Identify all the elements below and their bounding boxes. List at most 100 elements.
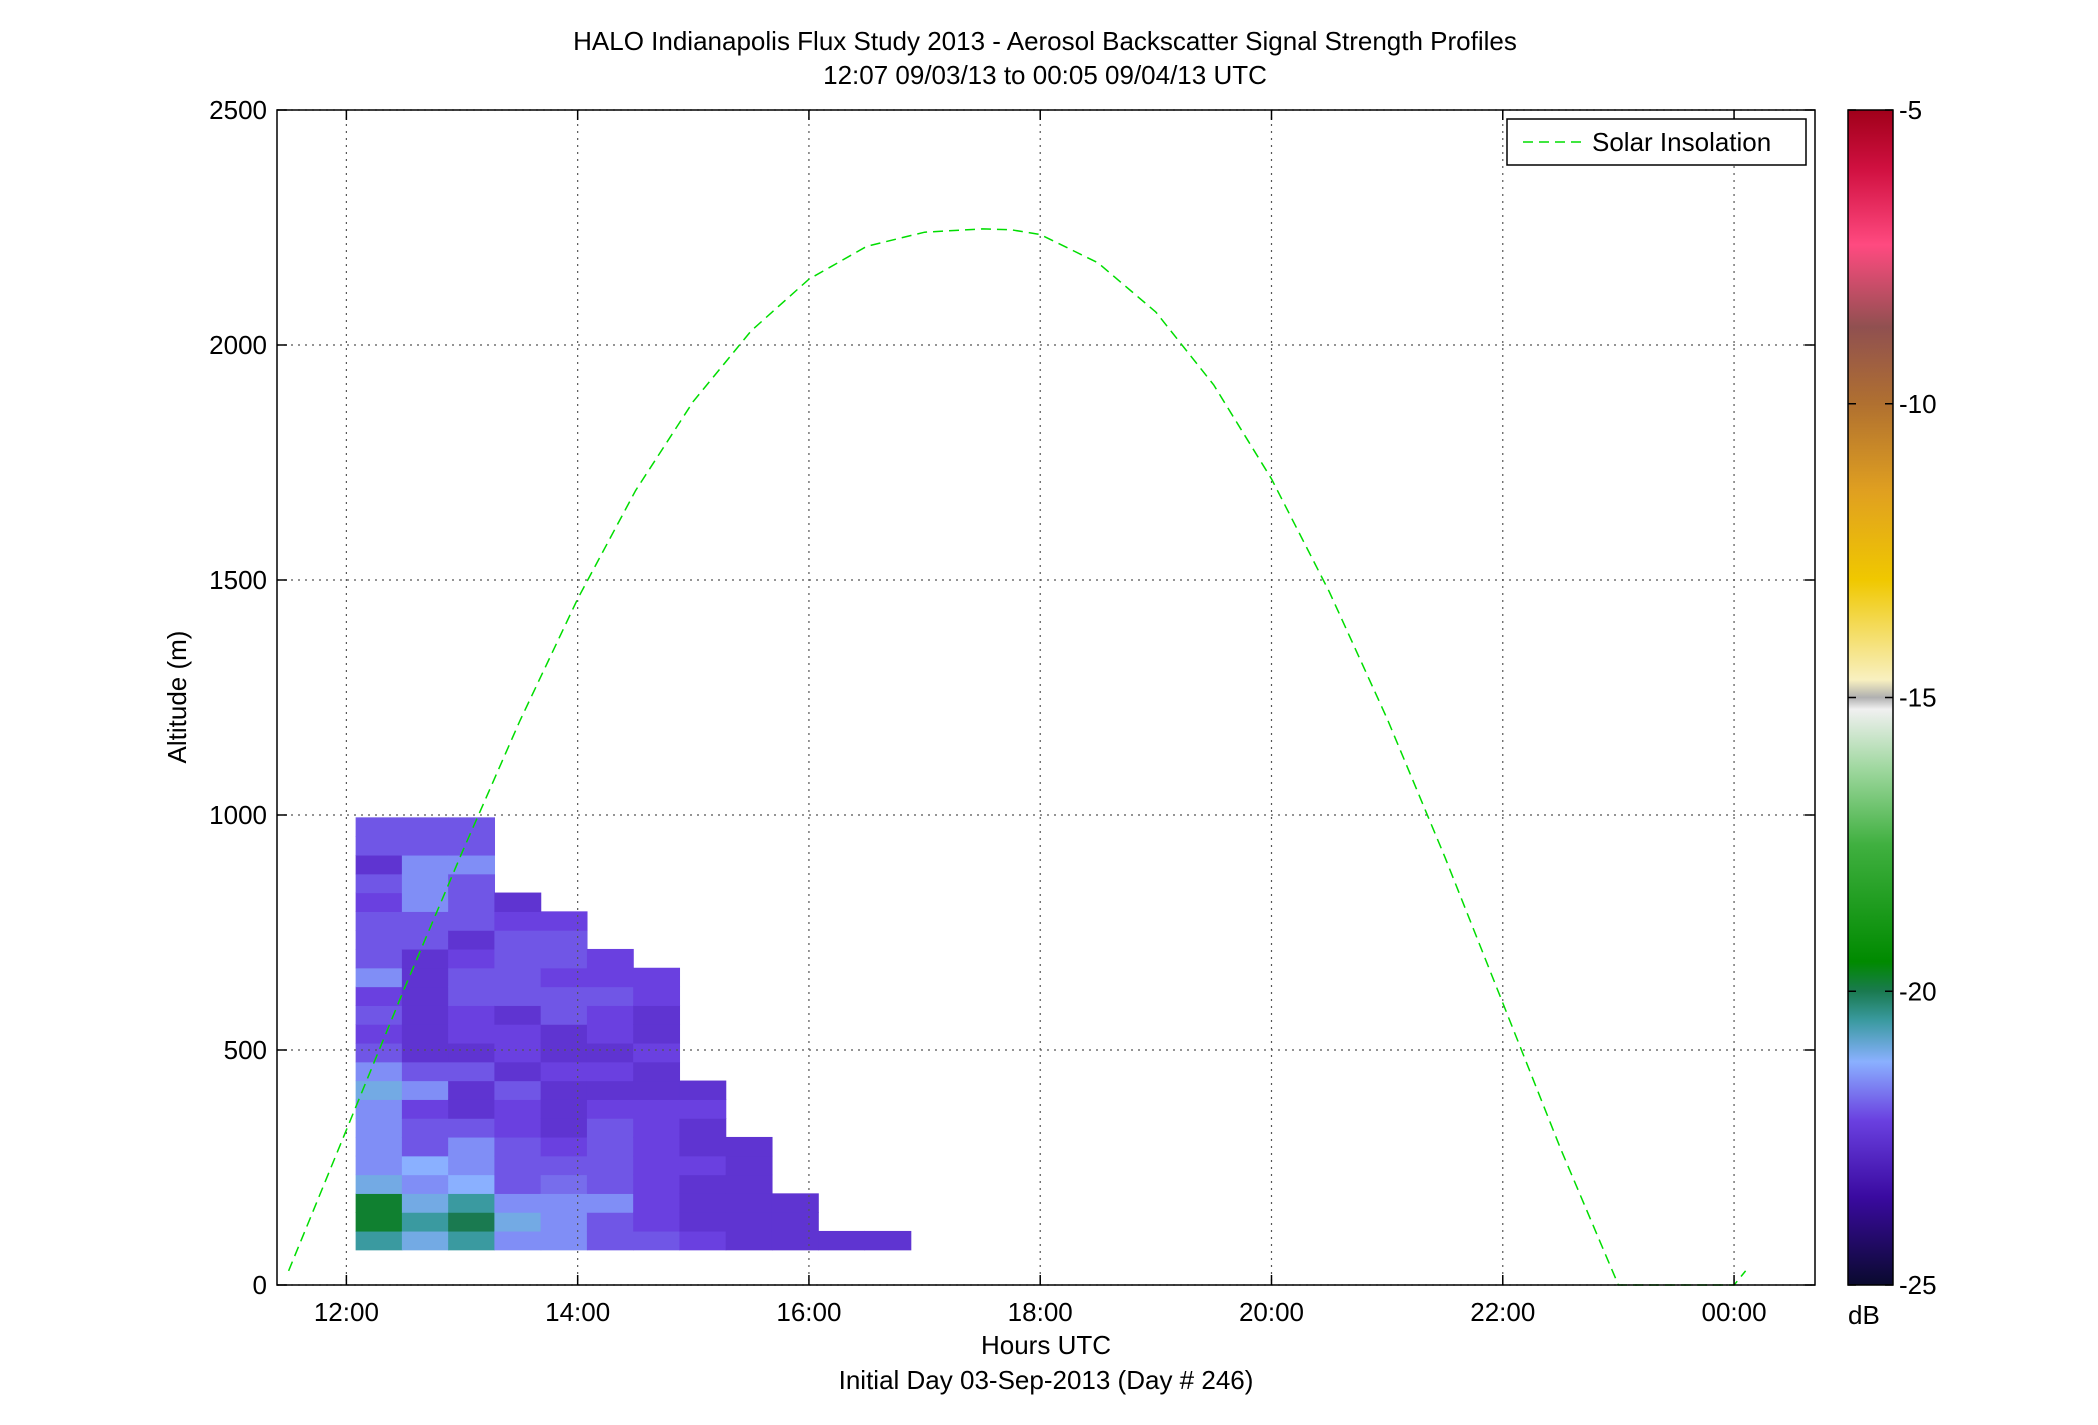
heatmap-cell	[494, 1005, 542, 1025]
heatmap-cell	[633, 1230, 681, 1251]
y-axis-label: Altitude (m)	[162, 631, 192, 764]
heatmap-cell	[401, 1118, 449, 1138]
heatmap-cell	[540, 986, 588, 1006]
heatmap-cell	[494, 986, 542, 1006]
heatmap-cell	[355, 854, 403, 875]
heatmap-cell	[540, 1155, 588, 1176]
heatmap-cell	[494, 967, 542, 988]
heatmap-cell	[401, 1193, 449, 1213]
heatmap-cell	[586, 1193, 634, 1213]
x-tick-label: 16:00	[776, 1297, 841, 1327]
heatmap-cell	[679, 1193, 727, 1213]
heatmap-cell	[494, 911, 542, 931]
heatmap-cell	[633, 1174, 681, 1194]
heatmap-cell	[586, 1136, 634, 1157]
colorbar-tick-label: -15	[1899, 683, 1937, 713]
heatmap-cell	[355, 1230, 403, 1251]
heatmap-cell	[586, 1080, 634, 1100]
heatmap-cell	[401, 1212, 449, 1232]
heatmap-cell	[494, 1136, 542, 1157]
heatmap-cell	[494, 1193, 542, 1213]
heatmap-cell	[586, 1230, 634, 1251]
x-axis: 12:00 14:00 16:00 18:00 20:00 22:00 00:00	[314, 110, 1767, 1327]
y-tick-label: 1500	[209, 565, 267, 595]
heatmap-cell	[448, 1230, 496, 1251]
heatmap-cell	[401, 1042, 449, 1063]
y-tick-label: 0	[253, 1270, 267, 1300]
heatmap-cell	[818, 1230, 866, 1251]
heatmap-cell	[586, 1155, 634, 1176]
heatmap-cell	[679, 1099, 727, 1119]
heatmap-cell	[355, 1080, 403, 1100]
legend: Solar Insolation	[1506, 118, 1807, 166]
x-tick-label: 20:00	[1239, 1297, 1304, 1327]
heatmap-cell	[401, 817, 449, 837]
heatmap-cell	[540, 1061, 588, 1082]
y-tick-label: 500	[224, 1035, 267, 1065]
heatmap-cell	[494, 1061, 542, 1082]
heatmap-cell	[401, 854, 449, 875]
plot-frame	[276, 109, 1816, 1286]
heatmap-cell	[586, 1042, 634, 1063]
heatmap-cell	[494, 1174, 542, 1194]
heatmap-cell	[540, 1024, 588, 1044]
heatmap-cell	[633, 1005, 681, 1025]
heatmap-cell	[586, 1024, 634, 1044]
heatmap-cell	[586, 1212, 634, 1232]
x-tick-label: 00:00	[1702, 1297, 1767, 1327]
heatmap-cell	[355, 1212, 403, 1232]
heatmap-cell	[633, 1061, 681, 1082]
heatmap-cell	[401, 1174, 449, 1194]
colorbar-unit-label: dB	[1848, 1300, 1880, 1330]
y-tick-label: 2000	[209, 330, 267, 360]
heatmap-cell	[401, 911, 449, 931]
heatmap-cell	[633, 986, 681, 1006]
colorbar: -5 -10 -15 -20 -25 dB	[1847, 95, 1937, 1330]
heatmap-cell	[864, 1230, 912, 1251]
heatmap-cell	[448, 1155, 496, 1176]
heatmap-cell	[494, 1080, 542, 1100]
heatmap-cell	[633, 1155, 681, 1176]
heatmap-cell	[540, 1174, 588, 1194]
heatmap-cell	[725, 1212, 773, 1232]
heatmap-cell	[494, 1024, 542, 1044]
heatmap-cell	[355, 817, 403, 837]
heatmap-cell	[540, 1212, 588, 1232]
heatmap-cell	[679, 1080, 727, 1100]
heatmap-cell	[586, 1005, 634, 1025]
heatmap-cell	[401, 1005, 449, 1025]
heatmap-cell	[448, 1042, 496, 1063]
heatmap-cell	[448, 986, 496, 1006]
x-tick-label: 12:00	[314, 1297, 379, 1327]
heatmap-cell	[771, 1212, 819, 1232]
heatmap-cell	[725, 1136, 773, 1157]
heatmap-cell	[401, 1230, 449, 1251]
heatmap-cell	[448, 948, 496, 969]
heatmap-cell	[540, 1099, 588, 1119]
heatmap-cell	[540, 911, 588, 931]
heatmap-cell	[401, 892, 449, 912]
chart-title: HALO Indianapolis Flux Study 2013 - Aero…	[573, 26, 1517, 56]
heatmap-cell	[540, 948, 588, 969]
heatmap-cell	[633, 1212, 681, 1232]
heatmap-cell	[401, 967, 449, 988]
y-axis: 0 500 1000 1500 2000 2500	[209, 95, 1815, 1300]
heatmap-cell	[355, 1042, 403, 1063]
heatmap-cell	[633, 1193, 681, 1213]
heatmap-cell	[494, 1230, 542, 1251]
heatmap-cell	[679, 1174, 727, 1194]
colorbar-tick-label: -5	[1899, 95, 1922, 125]
heatmap-cell	[355, 1061, 403, 1082]
legend-label: Solar Insolation	[1592, 127, 1771, 157]
heatmap-cell	[771, 1230, 819, 1251]
heatmap-cell	[401, 873, 449, 894]
heatmap-cell	[633, 1024, 681, 1044]
heatmap-cell	[633, 1136, 681, 1157]
heatmap-cell	[355, 1118, 403, 1138]
heatmap-cell	[448, 1080, 496, 1100]
heatmap-cell	[401, 1099, 449, 1119]
x-tick-label: 14:00	[545, 1297, 610, 1327]
heatmap-cell	[586, 1174, 634, 1194]
heatmap-cell	[355, 930, 403, 950]
